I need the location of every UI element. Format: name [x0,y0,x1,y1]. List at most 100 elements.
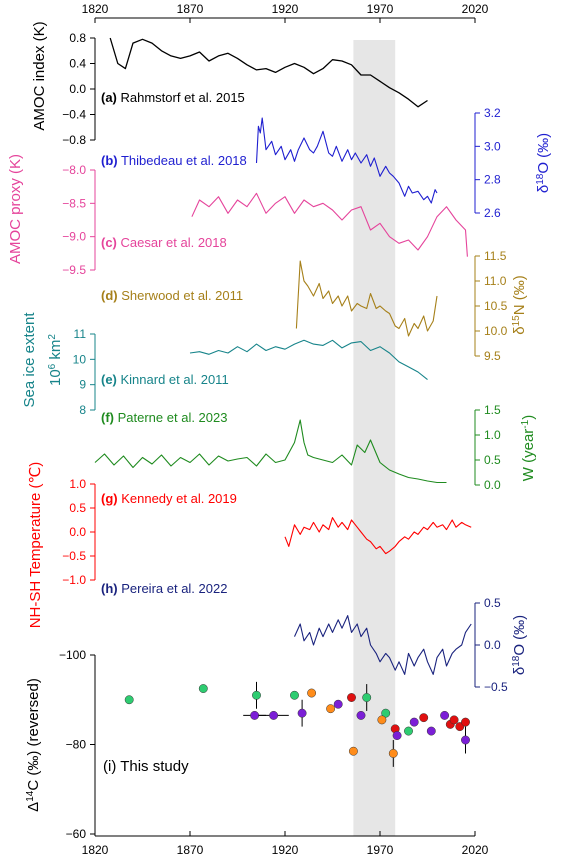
panel-c-tick-label: −9.0 [62,230,86,244]
panel-c-tick-label: −8.0 [62,163,86,177]
panel-e-label-letter: (e) [101,372,117,387]
panel-e-tick-label: 10 [73,352,87,366]
panel-i-data-point [409,717,419,727]
panel-h-y-axis-label: δ18O (‰) [511,615,529,675]
panel-i-data-point [198,684,208,694]
bottom-year-tick-label: 1970 [367,843,394,857]
panel-e-y-axis-label: Sea ice extent [21,312,38,408]
panel-b-tick-label: 3.2 [484,106,501,120]
superscript: 18 [535,173,546,185]
panel-h-tick-label: 0.0 [484,638,501,652]
panel-e-tick-label: 11 [74,327,87,341]
superscript: -1 [520,419,531,428]
panel-h-label-letter: (h) [101,581,118,596]
text-layer: 1820 1870 1920 1970 2020 1820 1870 1920 1970 2020… [7,2,552,857]
panel-i-caption: (i) This study [103,758,189,775]
panel-c-label: (c) Caesar et al. 2018 [101,235,227,250]
panel-i-data-point [426,726,436,736]
panel-d-tick-label: 10.0 [484,324,508,338]
panel-i-data-point [297,708,307,718]
panel-f-y-axis-label: W (year-1) [520,415,538,481]
series-layer [94,37,472,675]
panel-e-tick-label: 8 [79,403,86,417]
panel-i-data-point [347,693,356,702]
superscript: 15 [511,315,522,327]
top-year-tick-label: 1970 [367,2,394,16]
panel-f-label: (f) Paterne et al. 2023 [101,410,227,425]
panel-f-label-letter: (f) [101,410,114,425]
panel-i-data-point [250,710,260,720]
panel-e-citation: Kinnard et al. 2011 [117,372,229,387]
top-year-tick-label: 2020 [462,2,489,16]
panel-c-series-line [191,192,468,257]
panel-i-data-point [388,749,398,758]
panel-a-tick-label: 0.0 [69,82,86,96]
panel-d-tick-label: 11.5 [484,249,507,263]
panel-b-tick-label: 2.6 [484,206,501,220]
panel-e-tick-label: 9 [79,378,86,392]
points-layer [124,681,470,767]
bottom-year-tick-label: 1920 [272,843,299,857]
panel-b-label: (b) Thibedeau et al. 2018 [101,153,247,168]
panel-i-data-point [124,695,134,705]
panel-a-y-axis-label: AMOC index (K) [31,21,48,130]
superscript: 2 [47,334,58,340]
panel-h-series-line [293,615,472,675]
superscript: 6 [47,363,58,369]
panel-a-tick-label: −0.4 [62,108,86,122]
panel-g-tick-label: −0.5 [62,549,86,563]
shaded-interval-layer [353,40,396,836]
superscript: 18 [511,655,522,667]
panel-g-tick-label: 0.5 [69,501,86,515]
panel-a-citation: Rahmstorf et al. 2015 [117,90,245,105]
panel-c-label-letter: (c) [101,235,117,250]
panel-f-tick-label: 0.0 [484,478,501,492]
panel-d-tick-label: 10.5 [484,299,508,313]
panel-b-tick-label: 2.8 [484,173,501,187]
panel-b-citation: Thibedeau et al. 2018 [118,153,247,168]
panel-i-data-point [290,690,299,700]
panel-i-data-point [348,746,358,756]
panel-a-label: (a) Rahmstorf et al. 2015 [101,90,245,105]
panel-g-label: (g) Kennedy et al. 2019 [101,491,237,506]
shaded-interval [353,40,396,836]
panel-b-label-letter: (b) [101,153,118,168]
panel-f-citation: Paterne et al. 2023 [114,410,227,425]
panel-i-data-point [252,690,261,700]
panel-g-tick-label: 0.0 [69,525,86,539]
panel-d-tick-label: 9.5 [484,349,501,363]
panel-e-label: (e) Kinnard et al. 2011 [101,372,229,387]
axes-layer [90,17,480,837]
panel-d-label-letter: (d) [101,288,118,303]
panel-e-series-line [189,339,428,381]
panel-c-tick-label: −9.5 [62,263,86,277]
panel-a-tick-label: 0.4 [69,57,86,71]
panel-c-y-axis-label: AMOC proxy (K) [7,154,24,264]
panel-f-tick-label: 1.0 [484,428,501,442]
panel-b-y-axis-label: δ18O (‰) [535,133,553,193]
panel-i-tick-label: −80 [66,738,87,752]
panel-f-tick-label: 0.5 [484,453,501,467]
panel-d-citation: Sherwood et al. 2011 [118,288,244,303]
panel-d-series-line [295,260,438,337]
panel-g-tick-label: 1.0 [69,477,86,491]
panel-i-data-point [419,713,429,723]
panel-b-series-line [255,117,438,204]
panel-a-series-line [109,37,428,108]
panel-b-tick-label: 3.0 [484,139,501,153]
panel-d-label: (d) Sherwood et al. 2011 [101,288,243,303]
top-year-tick-label: 1920 [272,2,299,16]
bottom-year-tick-label: 1870 [177,843,204,857]
panel-f-series-line [94,419,447,484]
panel-i-data-point [356,710,366,720]
panel-i-data-point [461,717,470,727]
panel-i-data-point [404,726,413,736]
panel-h-citation: Pereira et al. 2022 [118,581,228,596]
panel-a-tick-label: 0.8 [69,31,86,45]
panel-i-data-point [326,704,336,714]
panel-h-tick-label: 0.5 [484,596,501,610]
panel-g-tick-label: −1.0 [62,573,86,587]
panel-c-citation: Caesar et al. 2018 [117,235,227,250]
panel-i-data-point [307,688,317,698]
panel-g-series-line [284,517,472,555]
